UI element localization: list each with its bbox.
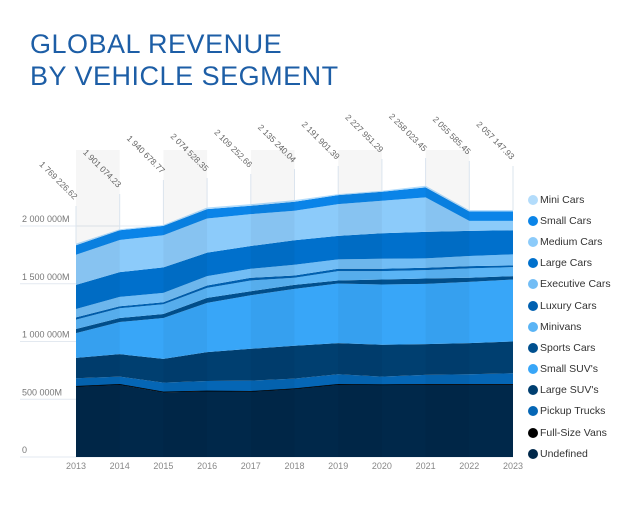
legend-swatch [528, 258, 538, 269]
legend-swatch [528, 300, 538, 311]
total-label: 1 769 226.62 [37, 159, 79, 201]
title-line-2: BY VEHICLE SEGMENT [30, 61, 339, 91]
y-tick-label: 1 500 000M [22, 272, 70, 282]
legend-label: Pickup Trucks [540, 405, 606, 418]
legend-label: Luxury Cars [540, 299, 597, 312]
column-band [76, 150, 120, 457]
legend: Mini Cars Small Cars Medium Cars Large Cars… [528, 189, 611, 464]
y-tick-label: 1 000 000M [22, 330, 70, 340]
column-band [163, 150, 207, 457]
area-large-cars [76, 230, 513, 309]
y-tick-label: 0 [22, 445, 27, 455]
legend-item[interactable]: Full-Size Vans [528, 422, 611, 443]
x-tick-label: 2016 [197, 461, 217, 471]
area-luxury-cars [76, 265, 513, 320]
y-tick-label: 500 000M [22, 387, 62, 397]
legend-item[interactable]: Pickup Trucks [528, 401, 611, 422]
y-tick-label: 2 000 000M [22, 214, 70, 224]
column-band [426, 150, 470, 457]
x-tick-label: 2015 [153, 461, 173, 471]
legend-label: Mini Cars [540, 193, 585, 206]
area-undefined [76, 384, 513, 457]
legend-item[interactable]: Undefined [528, 443, 611, 464]
total-label: 2 191 901.39 [300, 119, 342, 161]
legend-swatch [528, 279, 538, 290]
area-medium-cars [76, 197, 513, 285]
chart-title: GLOBAL REVENUE BY VEHICLE SEGMENT [30, 28, 339, 92]
column-band [338, 150, 382, 457]
legend-item[interactable]: Medium Cars [528, 231, 611, 252]
legend-swatch [528, 427, 538, 438]
x-tick-label: 2014 [110, 461, 130, 471]
area-executive-cars [76, 254, 513, 318]
x-tick-label: 2013 [66, 461, 86, 471]
legend-item[interactable]: Large SUV's [528, 380, 611, 401]
x-tick-label: 2019 [328, 461, 348, 471]
legend-swatch [528, 364, 538, 375]
title-line-1: GLOBAL REVENUE [30, 29, 283, 59]
legend-swatch [528, 406, 538, 417]
legend-swatch [528, 342, 538, 353]
total-label: 2 227 951.29 [343, 112, 385, 154]
x-tick-label: 2020 [372, 461, 392, 471]
legend-item[interactable]: Executive Cars [528, 274, 611, 295]
legend-item[interactable]: Small Cars [528, 210, 611, 231]
total-label: 2 258 023.45 [387, 111, 429, 153]
legend-item[interactable]: Sports Cars [528, 337, 611, 358]
legend-item[interactable]: Minivans [528, 316, 611, 337]
area-large-suv-s [76, 341, 513, 383]
legend-label: Sports Cars [540, 341, 596, 354]
legend-label: Small SUV's [540, 363, 599, 376]
legend-label: Medium Cars [540, 235, 603, 248]
legend-label: Full-Size Vans [540, 426, 607, 439]
total-label: 2 057 147.93 [474, 119, 516, 161]
x-tick-label: 2021 [416, 461, 436, 471]
legend-item[interactable]: Large Cars [528, 253, 611, 274]
total-label: 2 109 252.66 [212, 127, 254, 169]
legend-swatch [528, 448, 538, 459]
legend-swatch [528, 321, 538, 332]
legend-item[interactable]: Luxury Cars [528, 295, 611, 316]
area-pickup-trucks [76, 373, 513, 392]
legend-item[interactable]: Mini Cars [528, 189, 611, 210]
legend-swatch [528, 236, 538, 247]
legend-item[interactable]: Small SUV's [528, 359, 611, 380]
x-tick-label: 2023 [503, 461, 523, 471]
legend-swatch [528, 385, 538, 396]
column-band [251, 150, 295, 457]
legend-label: Undefined [540, 447, 588, 460]
legend-swatch [528, 194, 538, 205]
legend-label: Executive Cars [540, 278, 611, 291]
legend-label: Small Cars [540, 214, 592, 227]
area-minivans [76, 267, 513, 330]
x-tick-label: 2018 [284, 461, 304, 471]
area-small-suv-s [76, 279, 513, 359]
x-tick-label: 2022 [459, 461, 479, 471]
total-label: 1 940 678.77 [125, 133, 167, 175]
legend-label: Minivans [540, 320, 582, 333]
legend-label: Large Cars [540, 257, 592, 270]
legend-swatch [528, 215, 538, 226]
x-tick-label: 2017 [241, 461, 261, 471]
area-sports-cars [76, 276, 513, 334]
legend-label: Large SUV's [540, 384, 599, 397]
